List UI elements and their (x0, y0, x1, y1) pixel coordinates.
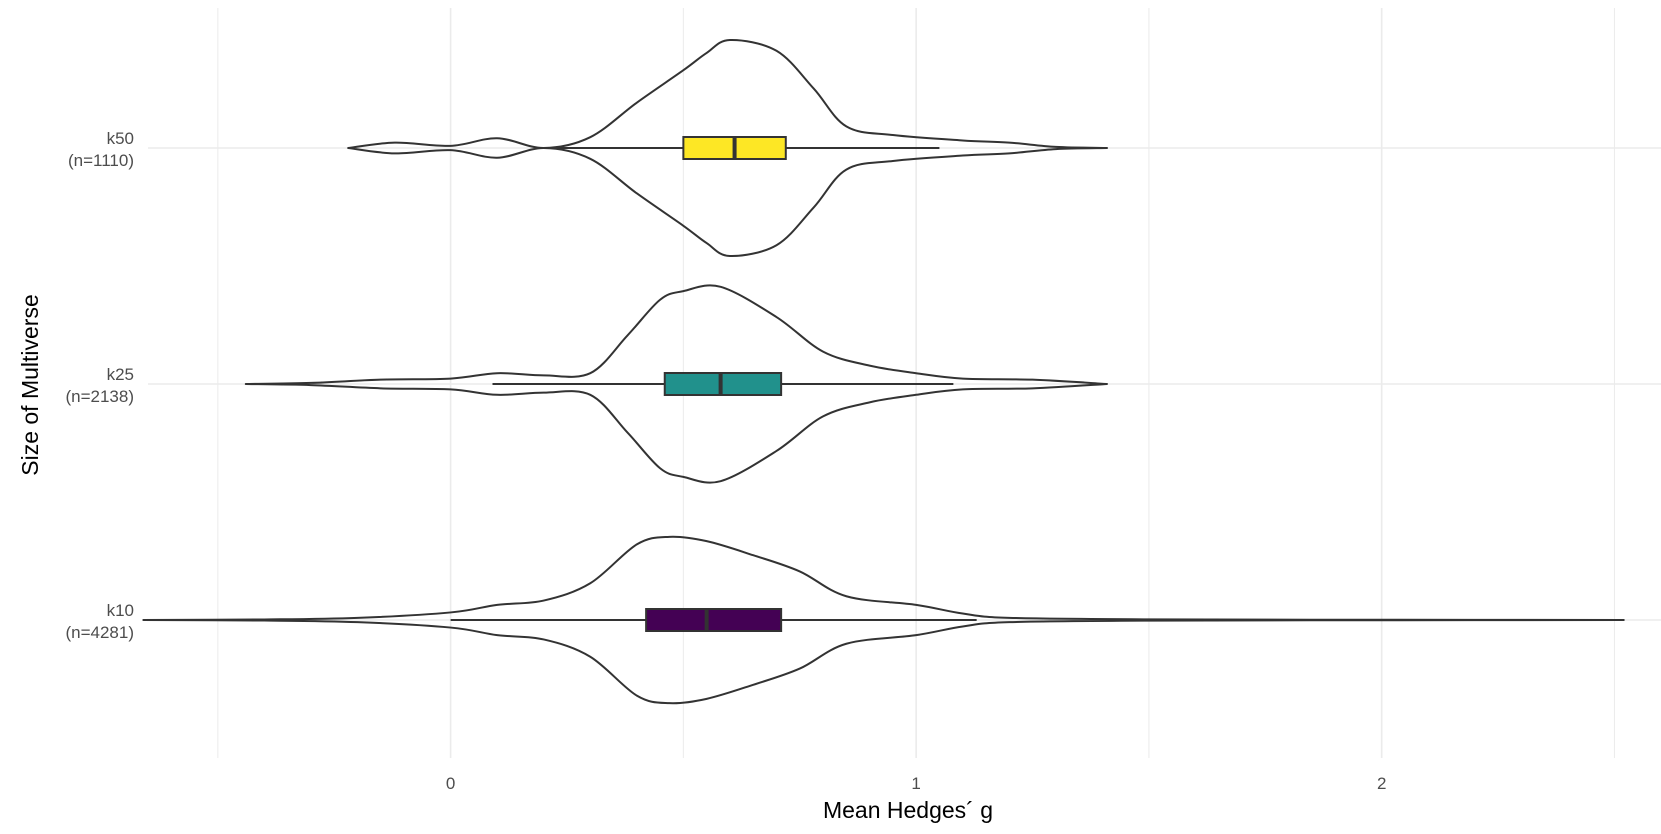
y-tick-label: k50 (107, 129, 134, 148)
violin-k25 (244, 284, 1109, 484)
violin-k50 (347, 38, 1109, 258)
box-layer (450, 136, 977, 632)
y-tick-n-label: (n=2138) (65, 387, 134, 406)
label-layer: 0 1 2 k50 (n=1110) k25 (n=2138) k10 (n=4281) (65, 129, 1386, 793)
y-tick-label: k25 (107, 365, 134, 384)
y-tick-n-label: (n=4281) (65, 623, 134, 642)
y-tick-label: k10 (107, 601, 134, 620)
x-axis-title: Mean Hedges´ g (823, 797, 993, 823)
y-axis-title: Size of Multiverse (17, 294, 43, 476)
box-k25 (663, 372, 783, 396)
x-tick-label: 0 (446, 774, 455, 793)
x-tick-label: 2 (1377, 774, 1386, 793)
y-tick-n-label: (n=1110) (68, 151, 134, 170)
violin-k10 (142, 535, 1625, 705)
box-k10 (645, 608, 783, 632)
x-tick-label: 1 (911, 774, 920, 793)
violin-layer (142, 38, 1625, 705)
